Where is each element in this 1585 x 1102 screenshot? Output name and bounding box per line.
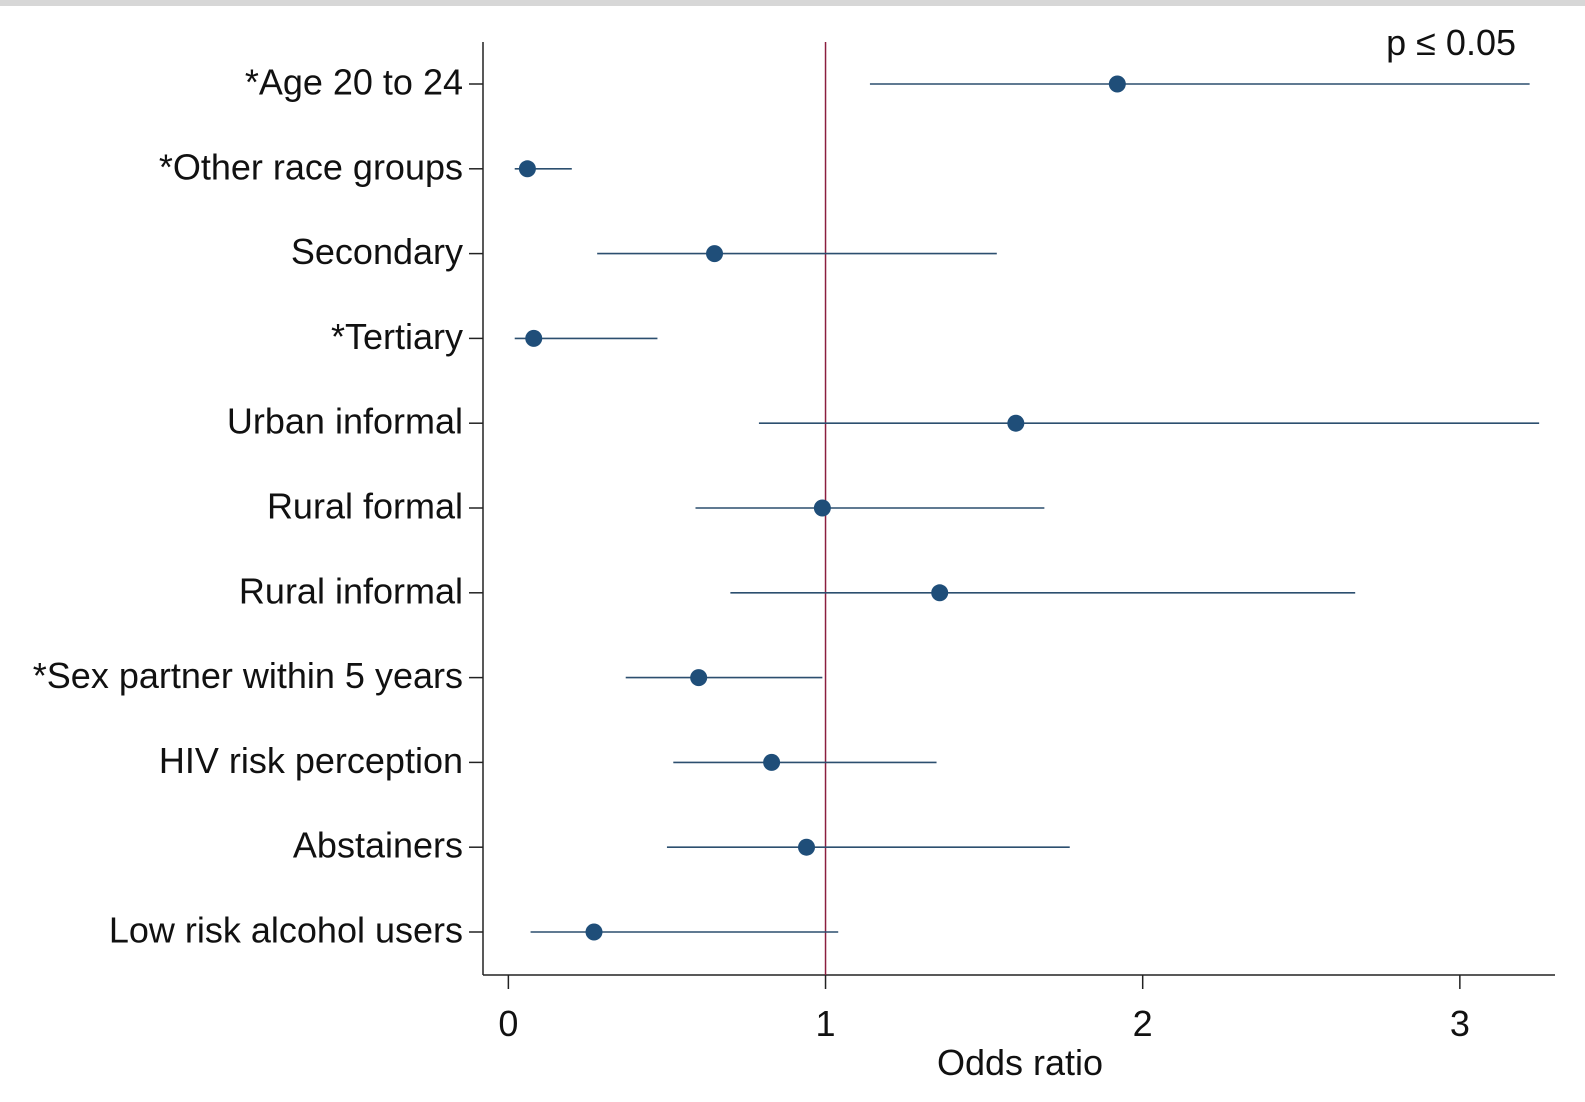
odds-ratio-point <box>1007 414 1025 432</box>
row-label: *Sex partner within 5 years <box>33 655 463 696</box>
x-tick-label: 2 <box>1133 1003 1153 1044</box>
x-tick-label: 3 <box>1450 1003 1470 1044</box>
row-label: Rural informal <box>239 570 463 611</box>
odds-ratio-point <box>525 329 543 347</box>
row-label: Rural formal <box>267 486 463 527</box>
row-label: Secondary <box>291 231 463 272</box>
row-label: Low risk alcohol users <box>109 910 463 951</box>
significance-annotation: p ≤ 0.05 <box>1386 22 1516 63</box>
row-label: Abstainers <box>293 825 463 866</box>
odds-ratio-point <box>585 923 603 941</box>
row-label: Urban informal <box>227 401 463 442</box>
odds-ratio-point <box>1108 75 1126 93</box>
top-border <box>0 0 1585 6</box>
odds-ratio-point <box>518 160 536 178</box>
plot-root: 0 1 2 3 Odds ratio p ≤ 0.05 *Age 20 to 24 *Othe… <box>33 22 1555 1083</box>
x-axis-title: Odds ratio <box>937 1042 1103 1083</box>
row-label: *Other race groups <box>159 146 463 187</box>
odds-ratio-point <box>690 669 708 687</box>
x-tick-label: 0 <box>498 1003 518 1044</box>
row-label: *Tertiary <box>331 316 463 357</box>
odds-ratio-point <box>813 499 831 517</box>
row-label: *Age 20 to 24 <box>245 62 463 103</box>
odds-ratio-point <box>706 245 724 263</box>
row-label: HIV risk perception <box>159 740 463 781</box>
x-tick-label: 1 <box>816 1003 836 1044</box>
odds-ratio-point <box>931 584 949 602</box>
odds-ratio-point <box>798 838 816 856</box>
odds-ratio-point <box>763 753 781 771</box>
